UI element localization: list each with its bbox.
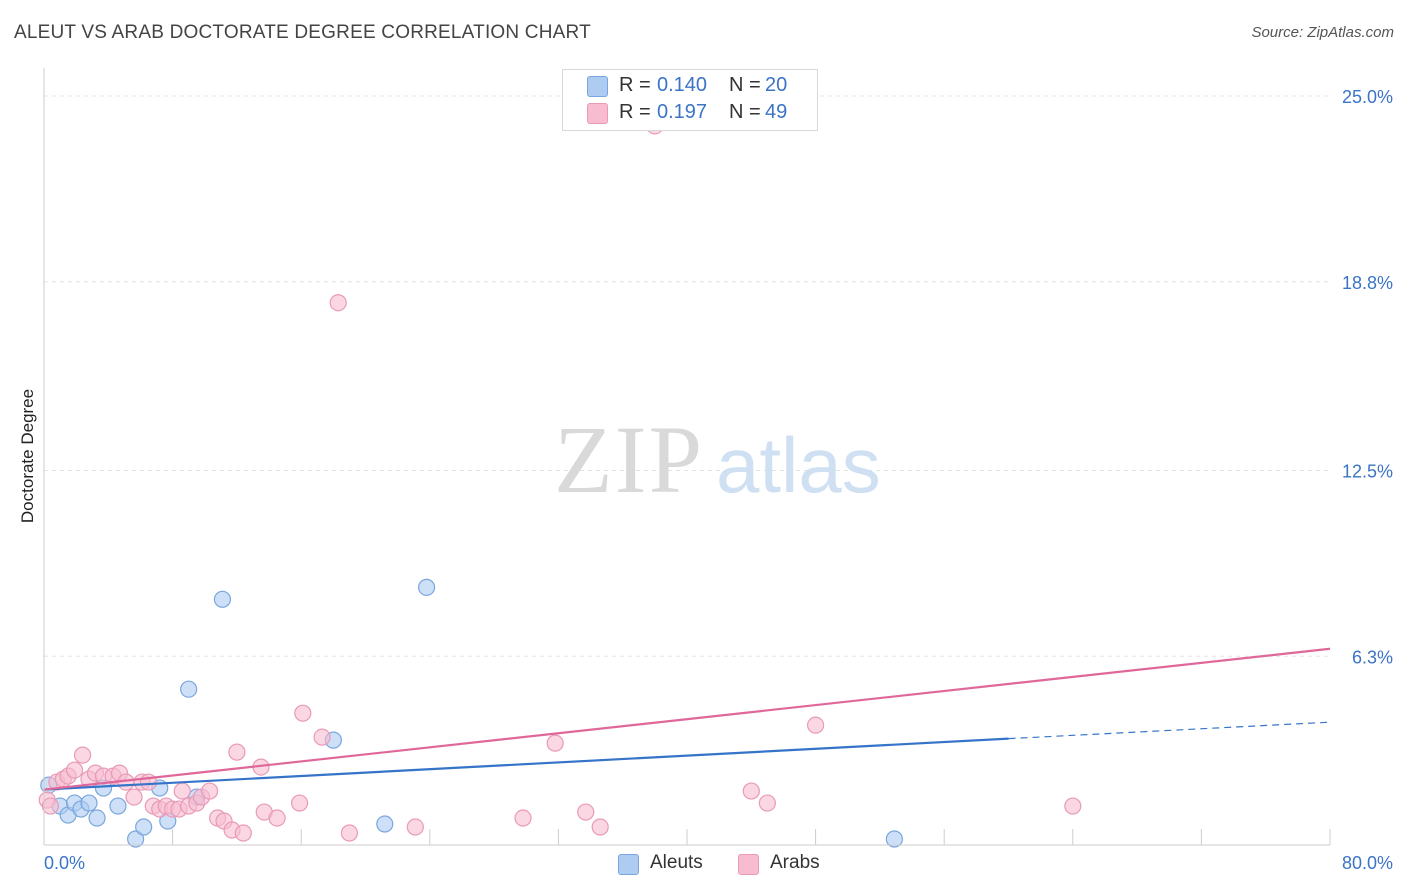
point-aleuts-15[interactable]: [213, 590, 232, 608]
point-arabs-37[interactable]: [329, 294, 347, 312]
point-arabs-1[interactable]: [41, 797, 60, 815]
point-arabs-36[interactable]: [313, 728, 331, 746]
watermark: ZIP atlas: [554, 406, 881, 513]
point-arabs-47[interactable]: [1064, 797, 1082, 815]
x-tick-label-max: 80.0%: [1342, 853, 1393, 873]
legend-swatch-arabs: [587, 103, 608, 124]
legend-r-value: 0.140: [657, 74, 708, 96]
point-arabs-39[interactable]: [406, 818, 424, 836]
y-tick-label: 18.8%: [1342, 273, 1393, 293]
point-aleuts-5[interactable]: [80, 794, 98, 812]
point-arabs-29[interactable]: [228, 743, 246, 761]
point-arabs-30[interactable]: [234, 824, 252, 842]
trend-line-arabs: [43, 647, 1331, 791]
bottom-legend-label-arabs: Arabs: [770, 852, 820, 873]
point-arabs-40[interactable]: [514, 809, 532, 827]
point-aleuts-13[interactable]: [180, 680, 198, 698]
point-arabs-33[interactable]: [268, 809, 286, 827]
point-arabs-45[interactable]: [758, 794, 776, 812]
point-arabs-34[interactable]: [290, 794, 309, 812]
chart-title: ALEUT VS ARAB DOCTORATE DEGREE CORRELATI…: [14, 22, 591, 43]
point-arabs-21[interactable]: [173, 782, 191, 800]
point-arabs-41[interactable]: [546, 734, 564, 752]
y-tick-label: 25.0%: [1342, 87, 1393, 107]
point-arabs-13[interactable]: [125, 788, 143, 806]
trend-line-aleuts: [43, 737, 1009, 791]
point-arabs-5[interactable]: [65, 761, 84, 779]
point-aleuts-8[interactable]: [109, 797, 127, 815]
watermark-atlas: atlas: [716, 421, 881, 509]
legend-swatch-aleuts: [587, 76, 608, 97]
point-arabs-38[interactable]: [340, 824, 359, 842]
watermark-zip: ZIP: [554, 406, 704, 513]
grid-layer: [44, 95, 1330, 657]
trend-extension-aleuts: [1008, 721, 1331, 740]
point-aleuts-9[interactable]: [127, 830, 145, 848]
trend-layer: [43, 647, 1331, 791]
legend-n-value: 49: [765, 101, 788, 123]
correlation-legend: R = 0.140 N = 20 R = 0.197 N = 49: [562, 69, 818, 131]
legend-r-label: R =: [619, 101, 651, 123]
point-arabs-6[interactable]: [73, 746, 92, 764]
point-aleuts-19[interactable]: [885, 830, 903, 848]
y-tick-label: 6.3%: [1352, 647, 1393, 667]
bottom-legend-swatch-arabs: [738, 854, 759, 875]
legend-n-label: N =: [729, 101, 761, 123]
point-arabs-35[interactable]: [294, 704, 312, 722]
legend-r-value: 0.197: [657, 101, 708, 123]
point-aleuts-6[interactable]: [88, 809, 106, 827]
y-axis-title: Doctorate Degree: [18, 389, 37, 523]
point-arabs-43[interactable]: [591, 818, 609, 836]
point-aleuts-17[interactable]: [376, 815, 394, 833]
bottom-legend-swatch-aleuts: [618, 854, 639, 875]
point-arabs-25[interactable]: [200, 782, 219, 800]
y-tick-label: 12.5%: [1342, 462, 1393, 482]
source-credit: Source: ZipAtlas.com: [1251, 24, 1394, 41]
x-tick-label-min: 0.0%: [44, 853, 85, 873]
point-aleuts-18[interactable]: [417, 578, 436, 596]
legend-n-label: N =: [729, 74, 761, 96]
point-aleuts-10[interactable]: [135, 818, 153, 836]
axis-layer: 25.0% 18.8% 12.5% 6.3% 0.0% 80.0% Doctorate De…: [18, 68, 1393, 873]
points-layer: [38, 117, 1082, 848]
point-arabs-46[interactable]: [806, 716, 825, 734]
legend-r-label: R =: [619, 74, 651, 96]
bottom-legend-label-aleuts: Aleuts: [650, 852, 703, 873]
legend-n-value: 20: [765, 74, 788, 96]
point-arabs-44[interactable]: [742, 782, 760, 800]
point-arabs-42[interactable]: [577, 803, 595, 821]
